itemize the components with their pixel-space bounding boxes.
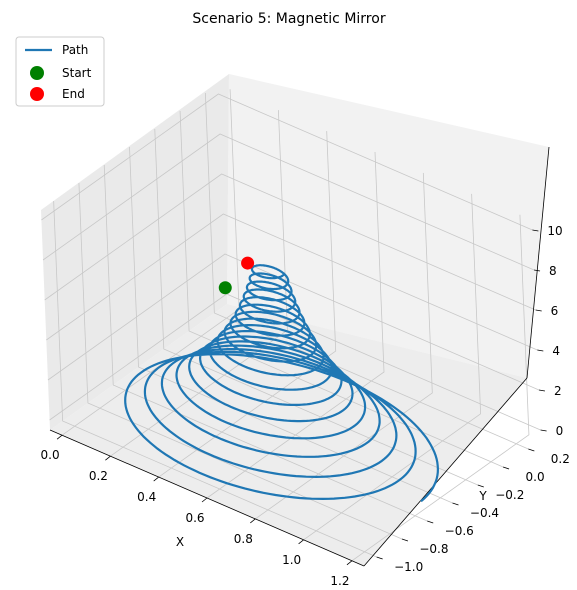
y-gridline <box>129 146 453 504</box>
y-tick-mark <box>427 520 434 524</box>
x-tick-mark <box>250 518 256 524</box>
z-gridline <box>41 93 533 231</box>
y-tick-label: −0.6 <box>445 524 474 538</box>
z-tick-mark <box>532 229 539 232</box>
x-tick-label: 1.2 <box>330 574 349 588</box>
y-gridline <box>179 110 504 468</box>
x-tick-label: 0.4 <box>137 490 156 504</box>
y-axis-line <box>363 377 528 567</box>
x-gridline <box>351 214 530 562</box>
grid-lines <box>41 89 541 562</box>
plot-area <box>124 256 440 503</box>
y-tick-label: −0.2 <box>495 488 524 502</box>
x-tick-label: 0.6 <box>185 511 204 525</box>
x-tick-label: 0.8 <box>234 532 253 546</box>
z-gridline <box>46 213 538 351</box>
y-tick-label: 0.0 <box>526 470 545 484</box>
x-tick-mark <box>153 476 159 482</box>
z-tick-label: 2 <box>554 384 562 398</box>
z-tick-label: 10 <box>547 224 562 238</box>
path-line <box>124 264 440 503</box>
y-tick-mark <box>477 484 484 488</box>
legend: Path Start End <box>15 36 105 107</box>
x-gridline <box>110 110 288 457</box>
y-gridline <box>78 182 403 540</box>
x-tick-label: 1.0 <box>282 553 301 567</box>
z-gridline <box>42 133 535 271</box>
z-tick-label: 6 <box>551 304 559 318</box>
x-tick-label: 0.0 <box>41 448 60 462</box>
z-tick-mark <box>535 309 542 312</box>
legend-end-swatch <box>30 87 44 101</box>
x-axis-label: X <box>176 535 184 549</box>
floor-pane <box>50 304 527 566</box>
x-gridline <box>158 131 337 478</box>
tick-labels: 0.0 0.2 0.4 0.6 0.8 1.0 1.2 −1.0 −0.8 −0.6 −0.4 −0.… <box>41 224 570 588</box>
z-gridline <box>47 253 540 391</box>
x-tick-mark <box>56 434 63 440</box>
y-gridline <box>154 128 478 486</box>
y-tick-mark <box>528 448 535 452</box>
y-tick-label: −0.8 <box>419 542 448 556</box>
x-tick-mark <box>346 560 353 566</box>
x-axis-line <box>49 429 365 567</box>
y-tick-label: −0.4 <box>470 506 499 520</box>
z-tick-mark <box>538 389 546 392</box>
y-gridline <box>53 200 377 558</box>
back-pane <box>227 74 549 378</box>
x-gridline <box>303 193 482 541</box>
z-tick-mark <box>537 349 544 352</box>
chart-title: Scenario 5: Magnetic Mirror <box>192 11 385 27</box>
z-tick-label: 8 <box>549 264 557 278</box>
y-tick-mark <box>452 502 459 506</box>
x-tick-mark <box>201 497 208 503</box>
legend-end-label: End <box>62 87 85 101</box>
y-tick-mark <box>401 538 409 542</box>
y-tick-mark <box>376 556 383 560</box>
y-tick-label: 0.2 <box>551 452 570 466</box>
x-gridline <box>206 151 385 499</box>
y-axis-label: Y <box>478 489 487 503</box>
z-gridline <box>44 173 536 311</box>
z-tick-label: 4 <box>552 344 560 358</box>
z-tick-mark <box>540 429 547 432</box>
legend-path-label: Path <box>62 43 88 57</box>
x-tick-mark <box>105 455 111 461</box>
x-tick-label: 0.2 <box>89 469 108 483</box>
axes <box>49 146 550 567</box>
z-axis-line <box>526 146 550 379</box>
z-tick-label: 0 <box>556 424 564 438</box>
x-tick-mark <box>298 539 304 545</box>
end-marker <box>241 256 255 270</box>
y-tick-mark <box>502 466 510 470</box>
legend-start-label: Start <box>62 66 92 80</box>
y-gridline <box>204 92 529 450</box>
y-tick-label: −1.0 <box>394 560 423 574</box>
start-marker <box>218 281 232 295</box>
legend-start-swatch <box>30 66 44 80</box>
